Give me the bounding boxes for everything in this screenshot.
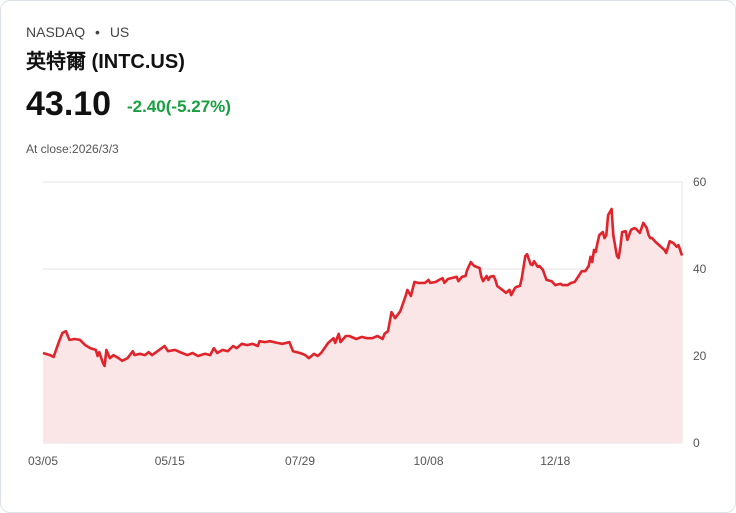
x-tick-label: 12/18 [540, 454, 570, 468]
country: US [109, 24, 130, 40]
y-tick-label: 60 [693, 175, 707, 189]
price-change: -2.40(-5.27%) [127, 97, 231, 116]
x-tick-label: 03/05 [28, 454, 58, 468]
x-tick-label: 05/15 [155, 454, 185, 468]
x-tick-label: 10/08 [413, 454, 443, 468]
close-date: At close:2026/3/3 [26, 142, 119, 156]
separator-dot: • [95, 24, 100, 40]
y-tick-label: 20 [693, 349, 707, 363]
exchange-name: NASDAQ [26, 24, 86, 40]
y-tick-label: 0 [693, 436, 700, 450]
stock-title: 英特爾 (INTC.US) [26, 51, 185, 73]
stock-price: 43.10 [26, 85, 112, 123]
exchange-line: NASDAQ • US [26, 24, 129, 40]
y-tick-label: 40 [693, 262, 707, 276]
x-tick-label: 07/29 [285, 454, 315, 468]
price-area [43, 209, 682, 443]
price-line [42, 207, 684, 368]
